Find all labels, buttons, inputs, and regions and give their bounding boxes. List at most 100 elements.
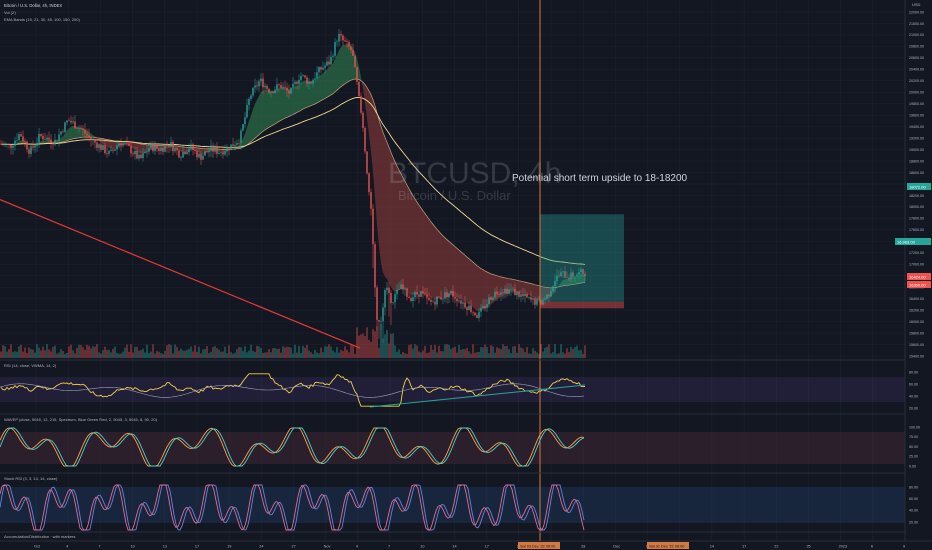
volume-bar	[144, 352, 146, 358]
price-tick-label: 21000.00	[909, 33, 924, 37]
trade-annotation[interactable]: Potential short term upside to 18-18200	[512, 173, 688, 184]
volume-bar	[172, 353, 174, 358]
candle-body	[276, 84, 278, 90]
volume-bar	[480, 346, 482, 358]
volume-bar	[96, 344, 98, 358]
ribbon-segment	[175, 145, 177, 149]
candle-body	[394, 294, 396, 303]
ribbon-segment	[389, 147, 391, 287]
volume-bar	[500, 349, 502, 358]
volume-bar	[94, 346, 96, 358]
volume-bar	[174, 344, 176, 358]
ribbon-segment	[311, 81, 313, 106]
ribbon-segment	[135, 142, 137, 152]
volume-bar	[224, 346, 226, 358]
candle-body	[306, 77, 308, 84]
volume-bar	[326, 346, 328, 358]
ribbon-segment	[401, 173, 403, 290]
volume-bar	[162, 353, 164, 358]
volume-bar	[110, 352, 112, 358]
time-label: 17	[195, 544, 199, 548]
volume-bar	[70, 344, 72, 358]
volume-bar	[250, 344, 252, 358]
ad-legend[interactable]: Accumulation/Distribution · with markers	[4, 534, 75, 539]
rsi-trendline[interactable]	[369, 384, 586, 408]
wave-legend[interactable]: WAVEP (close, 5045, 12, 215, Spectrum, B…	[4, 417, 158, 422]
volume-bar	[370, 341, 372, 358]
candle-body	[248, 98, 250, 105]
volume-bar	[238, 347, 240, 358]
ribbon-segment	[289, 89, 291, 117]
ribbon-segment	[287, 88, 289, 118]
ribbon-segment	[511, 279, 513, 293]
volume-bar	[270, 352, 272, 358]
osc-tick-label: 75.00	[909, 435, 918, 439]
ribbon-segment	[137, 143, 139, 152]
candle-body	[544, 298, 546, 300]
volume-bar	[58, 352, 60, 358]
volume-bar	[524, 352, 526, 358]
ribbon-segment	[521, 281, 523, 294]
candle-body	[256, 85, 258, 87]
candle-body	[196, 150, 198, 158]
candle-body	[260, 78, 262, 82]
volume-bar	[2, 345, 4, 358]
ribbon-segment	[583, 274, 585, 283]
ribbon-segment	[365, 84, 367, 119]
time-axis[interactable]	[0, 541, 932, 550]
ribbon-segment	[359, 67, 361, 81]
candle-body	[462, 302, 464, 304]
ribbon-segment	[497, 275, 499, 300]
volume-bar	[164, 350, 166, 358]
ribbon-segment	[67, 128, 69, 141]
volume-bar	[122, 351, 124, 358]
volume-legend[interactable]: Vol (Z)	[4, 10, 16, 15]
volume-bar	[548, 344, 550, 358]
candle-body	[212, 145, 214, 152]
candle-body	[94, 139, 96, 143]
volume-bar	[436, 352, 438, 358]
symbol-title[interactable]: Bitcoin / U.S. Dollar, 4h, INDEX	[4, 3, 62, 8]
volume-bar	[344, 346, 346, 358]
candle-body	[6, 144, 8, 145]
candle-body	[216, 147, 218, 154]
volume-bar	[314, 349, 316, 358]
candle-body	[346, 41, 348, 42]
ribbon-segment	[335, 54, 337, 92]
osc-tick-label: 80.00	[909, 370, 918, 374]
candle-body	[414, 292, 416, 298]
candle-body	[314, 78, 316, 80]
trendline[interactable]	[0, 199, 361, 349]
ribbon-segment	[503, 277, 505, 296]
volume-bar	[30, 349, 32, 358]
ema-legend[interactable]: EMA Bands (15, 21, 30, 45, 100, 150, 200…	[4, 17, 80, 22]
candle-body	[362, 112, 364, 129]
time-label: 10	[131, 544, 135, 548]
long-position-stop-zone[interactable]	[540, 301, 624, 309]
long-position-target-zone[interactable]	[540, 214, 624, 302]
ribbon-segment	[453, 244, 455, 297]
ribbon-segment	[465, 255, 467, 304]
volume-bar	[452, 347, 454, 358]
candle-body	[408, 296, 410, 298]
price-tick-label: 18200.00	[909, 194, 924, 198]
volume-bar	[426, 353, 428, 358]
volume-bar	[138, 350, 140, 358]
ribbon-segment	[387, 142, 389, 283]
volume-bar	[180, 348, 182, 358]
rsi-legend[interactable]: RSI (14, close, VWMA, 14, 2)	[4, 363, 57, 368]
time-label: 22	[774, 544, 778, 548]
volume-bar	[170, 344, 172, 358]
volume-bar	[318, 353, 320, 358]
candle-body	[312, 79, 314, 84]
stoch-legend[interactable]: Stoch RSI (3, 3, 14, 14, close)	[4, 476, 58, 481]
ribbon-segment	[501, 276, 503, 297]
candle-body	[504, 288, 506, 294]
ribbon-segment	[183, 146, 185, 153]
volume-bar	[502, 344, 504, 358]
price-tick-label: 19800.00	[909, 102, 924, 106]
time-label: 14	[452, 544, 456, 548]
stoch-d-line	[0, 484, 585, 531]
volume-bar	[378, 347, 380, 358]
